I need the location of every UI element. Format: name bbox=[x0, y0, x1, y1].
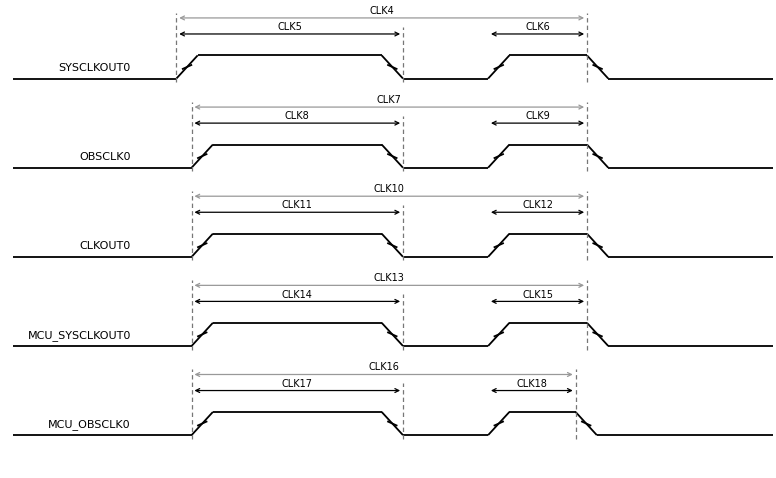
Text: SYSCLKOUT0: SYSCLKOUT0 bbox=[58, 63, 131, 73]
Text: CLK16: CLK16 bbox=[368, 362, 399, 372]
Text: CLK10: CLK10 bbox=[374, 184, 405, 194]
Text: CLK9: CLK9 bbox=[525, 111, 550, 121]
Text: CLK11: CLK11 bbox=[282, 200, 313, 210]
Text: CLK7: CLK7 bbox=[377, 95, 402, 105]
Text: CLK13: CLK13 bbox=[374, 273, 405, 283]
Text: CLK4: CLK4 bbox=[369, 6, 394, 16]
Text: CLK5: CLK5 bbox=[277, 22, 302, 32]
Text: CLK15: CLK15 bbox=[522, 290, 553, 300]
Text: CLK6: CLK6 bbox=[525, 22, 550, 32]
Text: CLK8: CLK8 bbox=[285, 111, 310, 121]
Text: CLK17: CLK17 bbox=[282, 379, 313, 389]
Text: CLKOUT0: CLKOUT0 bbox=[79, 241, 131, 251]
Text: MCU_SYSCLKOUT0: MCU_SYSCLKOUT0 bbox=[27, 330, 131, 341]
Text: OBSCLK0: OBSCLK0 bbox=[79, 152, 131, 162]
Text: CLK14: CLK14 bbox=[282, 290, 313, 300]
Text: MCU_OBSCLK0: MCU_OBSCLK0 bbox=[48, 419, 131, 430]
Text: CLK12: CLK12 bbox=[522, 200, 553, 210]
Text: CLK18: CLK18 bbox=[516, 379, 547, 389]
